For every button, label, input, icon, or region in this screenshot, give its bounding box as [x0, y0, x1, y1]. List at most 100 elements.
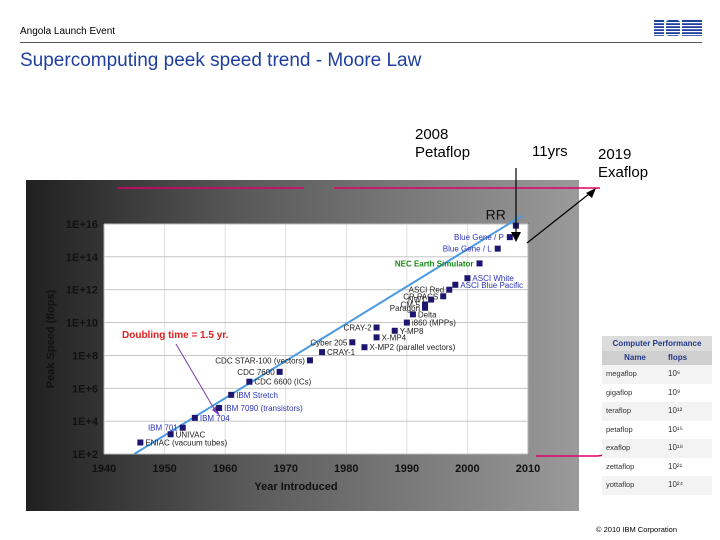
table-row: teraflop 10¹²: [602, 402, 712, 421]
data-point: [422, 304, 429, 311]
point-label: CRAY-2: [344, 324, 373, 333]
point-label: ENIAC (vacuum tubes): [145, 439, 227, 448]
data-point: [246, 378, 253, 385]
row-flops: 10²¹: [668, 461, 683, 471]
point-label: ASCI Red: [409, 286, 445, 295]
data-point: [494, 245, 501, 252]
data-point: [319, 349, 326, 356]
y-tick-label: 1E+2: [72, 449, 98, 461]
x-tick-label: 2000: [455, 463, 479, 475]
point-label: X-MP2 (parallel vectors): [369, 343, 455, 352]
table-body: megaflop 10⁶ gigaflop 10⁹ teraflop 10¹² petafl…: [602, 365, 712, 495]
data-point: [179, 424, 186, 431]
row-name: zettaflop: [606, 461, 635, 471]
exaflop-pointer-line: [526, 189, 595, 244]
data-point: [476, 260, 483, 267]
copyright-footer: © 2010 IBM Corporation: [596, 525, 677, 534]
row-name: megaflop: [606, 369, 637, 378]
point-label: X-MP4: [382, 333, 407, 342]
col-flops: flops: [668, 353, 688, 362]
exaflop-arrow-head: [586, 188, 596, 198]
table-header: Name flops: [602, 351, 712, 365]
doubling-arrow-line: [175, 343, 217, 413]
peak-speed-chart: 1940 1950 1960 1970 1980 1990 2000 2010 1E+2 1E+4…: [45, 207, 540, 493]
data-point: [349, 339, 356, 346]
point-label: CM-5: [400, 301, 420, 310]
point-label: Blue Gene / L: [443, 245, 492, 254]
data-point: [506, 234, 513, 241]
data-point: [409, 311, 416, 318]
data-point: [167, 431, 174, 438]
slide-title: Supercomputing peek speed trend - Moore …: [20, 50, 422, 71]
table-row: zettaflop 10²¹: [602, 458, 712, 477]
row-flops: 10⁹: [668, 387, 681, 397]
computer-performance-table: Computer Performance Name flops megaflop…: [602, 336, 712, 501]
point-label: i860 (MPPs): [412, 319, 456, 328]
data-point: [191, 414, 198, 421]
data-point: [446, 286, 453, 293]
y-tick-label: 1E+16: [66, 219, 98, 231]
x-tick-label: 1970: [273, 463, 297, 475]
table-row: exaflop 10¹⁸: [602, 439, 712, 458]
row-name: teraflop: [606, 406, 632, 415]
row-name: exaflop: [606, 443, 631, 452]
point-label: Blue Gene / P: [454, 233, 504, 242]
row-flops: 10¹²: [668, 406, 683, 415]
table-row: petaflop 10¹⁵: [602, 421, 712, 440]
point-label: Cyber 205: [310, 338, 347, 347]
table-row: gigaflop 10⁹: [602, 384, 712, 403]
row-flops: 10¹⁸: [668, 443, 683, 452]
data-point: [452, 281, 459, 288]
exaflop-year: 2019: [598, 146, 632, 163]
y-tick-label: 1E+6: [72, 383, 98, 395]
y-tick-label: 1E+12: [66, 285, 98, 297]
point-label: ASCI White: [472, 274, 514, 283]
row-flops: 10²⁴: [668, 480, 683, 489]
y-axis-title: Peak Speed (flops): [45, 289, 57, 388]
exaflop-2019-label: 2019 Exaflop: [598, 146, 648, 182]
x-tick-label: 1950: [152, 463, 176, 475]
eleven-years-label: 11yrs: [532, 143, 568, 160]
x-tick-label: 1960: [213, 463, 237, 475]
point-label: CP-PACS: [403, 292, 438, 301]
col-name: Name: [624, 353, 646, 362]
rr-arrow-head: [511, 232, 521, 242]
x-tick-label: 1940: [92, 463, 116, 475]
x-tick-label: 1990: [395, 463, 419, 475]
table-row: yottaflop 10²⁴: [602, 476, 712, 495]
data-point: [464, 275, 471, 282]
point-label: UNIVAC: [176, 430, 206, 439]
point-label: CDC 7600: [237, 368, 275, 377]
data-point: [373, 324, 380, 331]
petaflop-year: 2008: [415, 126, 449, 143]
data-point: [137, 439, 144, 446]
point-label: Paragon: [390, 304, 420, 313]
point-label: IBM Stretch: [236, 391, 278, 400]
point-label: IBM 7090 (transistors): [224, 404, 303, 413]
data-point: [440, 293, 447, 300]
point-label: CRAY-1: [327, 348, 356, 357]
data-point: [216, 405, 223, 411]
data-point: [361, 344, 368, 351]
doubling-arrow-head: [212, 406, 220, 416]
point-label: ASCI Blue Pacific: [460, 281, 523, 290]
exaflop-text: Exaflop: [598, 164, 649, 181]
data-point: [422, 301, 429, 308]
data-point: [428, 296, 435, 303]
row-flops: 10⁶: [668, 369, 681, 378]
y-tick-label: 1E+14: [66, 252, 99, 264]
point-label: Y-MP8: [400, 327, 424, 336]
point-label: IBM 701: [148, 424, 178, 433]
x-tick-label: 1980: [334, 463, 358, 475]
row-name: gigaflop: [606, 387, 633, 397]
header-rule: [20, 42, 702, 43]
point-label: IBM 704: [200, 414, 230, 423]
row-flops: 10¹⁵: [668, 424, 683, 434]
point-label: NWT: [408, 296, 426, 305]
data-point: [306, 357, 313, 364]
data-point: [373, 334, 380, 341]
petaflop-2008-label: 2008 Petaflop: [415, 126, 470, 162]
petaflop-text: Petaflop: [415, 144, 471, 161]
doubling-time-label: Doubling time = 1.5 yr.: [122, 330, 229, 341]
